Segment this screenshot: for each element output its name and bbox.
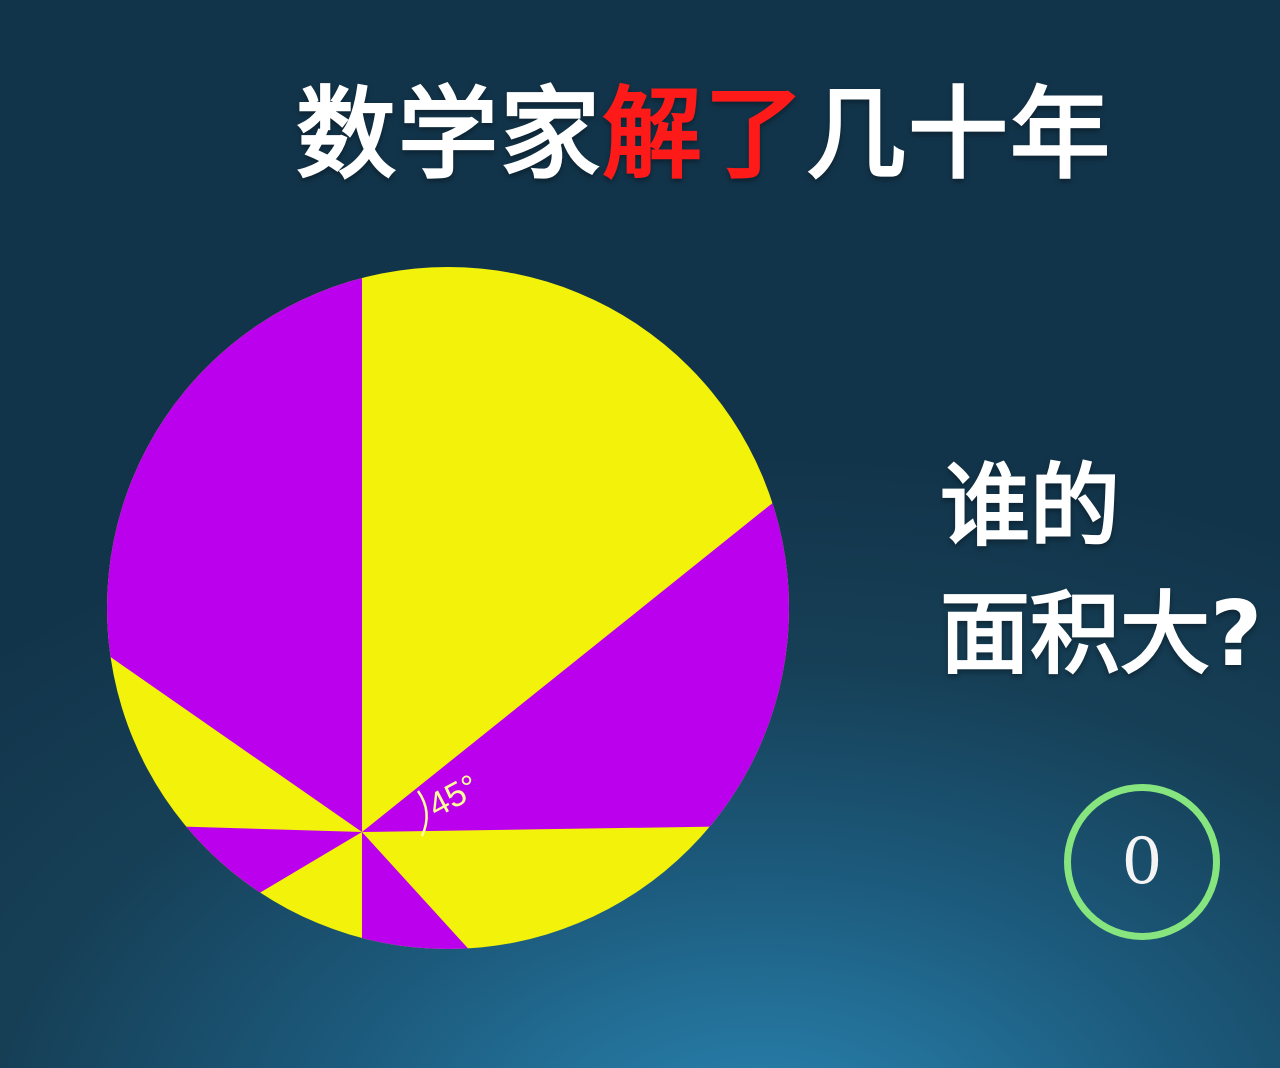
purple-sector-right <box>362 465 789 832</box>
timer-circle: 0 <box>1064 784 1220 940</box>
question-line1: 谁的 <box>940 454 1120 559</box>
title-part1: 数学家 <box>296 76 602 193</box>
title-highlight: 解了 <box>602 76 806 193</box>
angle-arc <box>416 790 428 837</box>
timer-value: 0 <box>1121 825 1163 899</box>
title-part3: 几十年 <box>806 76 1112 193</box>
purple-sector-bottom <box>362 832 515 949</box>
question-line2: 面积大? <box>940 582 1263 687</box>
title-heading: 数学家解了几十年 <box>296 70 1112 200</box>
